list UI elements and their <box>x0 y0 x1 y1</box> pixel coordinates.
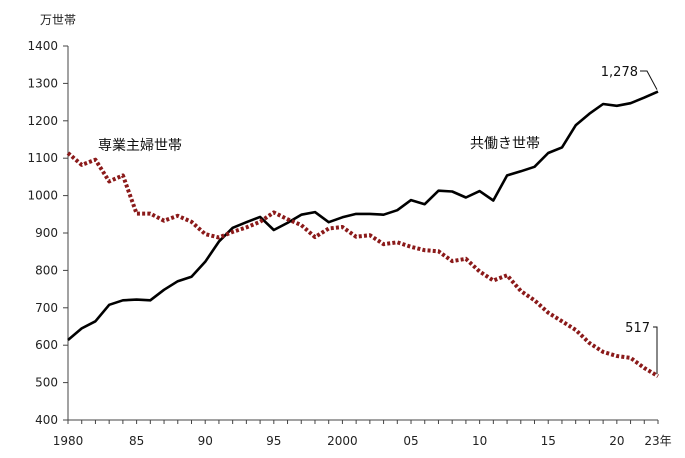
x-tick-label: 1980 <box>53 434 84 448</box>
x-tick-label: 15 <box>541 434 556 448</box>
x-tick-label: 23年 <box>644 434 671 448</box>
y-tick-label: 500 <box>35 376 58 390</box>
annotation-leader-line <box>653 326 658 375</box>
end-label-dual-income: 1,278 <box>601 65 638 80</box>
y-axis-ticks: 400 500 600 700 800 900 1000 1100 1200 1300 1400 <box>27 39 68 427</box>
series-line-housewife <box>66 151 660 378</box>
y-tick-label: 1200 <box>27 114 58 128</box>
series-label-dual-income: 共働き世帯 <box>470 136 540 152</box>
series-layer <box>66 90 660 378</box>
y-axis-unit-label: 万世帯 <box>40 13 76 27</box>
y-tick-label: 800 <box>35 263 58 277</box>
x-tick-label: 10 <box>472 434 487 448</box>
y-tick-label: 1000 <box>27 189 58 203</box>
end-label-housewife: 517 <box>625 321 650 336</box>
series-label-housewife: 専業主婦世帯 <box>98 137 182 154</box>
y-tick-label: 1300 <box>27 76 58 90</box>
y-tick-label: 700 <box>35 301 58 315</box>
x-tick-label: 90 <box>198 434 213 448</box>
x-tick-label: 20 <box>609 434 624 448</box>
end-value-annotations: 1,278 517 <box>601 65 658 375</box>
y-tick-label: 1400 <box>27 39 58 53</box>
x-axis-ticks: 1980 85 90 95 2000 05 10 15 20 23年 <box>53 420 672 448</box>
annotation-leader-line <box>640 70 658 90</box>
y-tick-label: 1100 <box>27 151 58 165</box>
x-tick-label: 85 <box>129 434 144 448</box>
x-tick-label: 2000 <box>327 434 358 448</box>
y-tick-label: 600 <box>35 338 58 352</box>
y-tick-label: 900 <box>35 226 58 240</box>
y-tick-label: 400 <box>35 413 58 427</box>
x-tick-label: 95 <box>266 434 281 448</box>
series-line-dual-income <box>67 90 659 341</box>
x-tick-label: 05 <box>403 434 418 448</box>
